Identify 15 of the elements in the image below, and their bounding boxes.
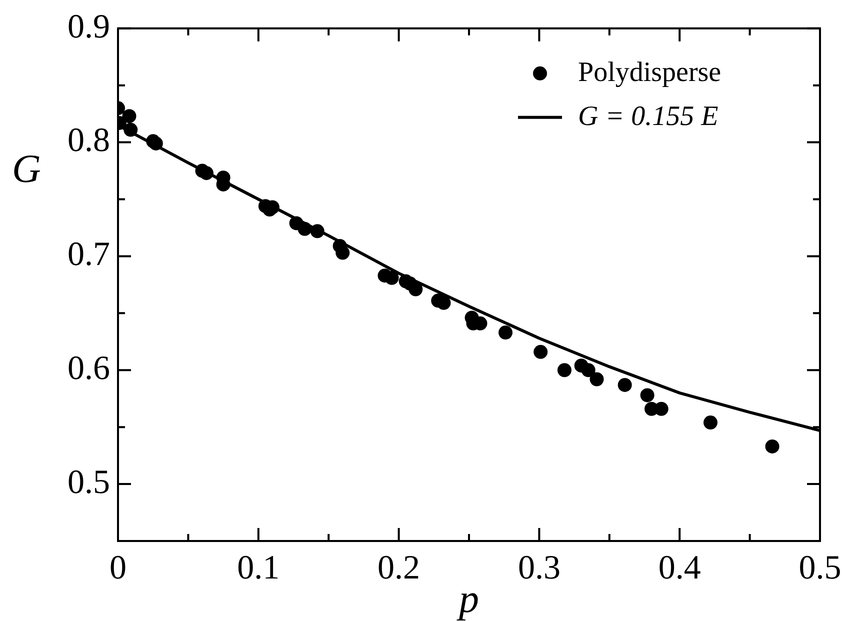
x-tick-label: 0.4 <box>658 549 701 586</box>
x-tick-label: 0.2 <box>378 549 420 586</box>
x-tick-label: 0.5 <box>798 549 842 586</box>
legend-label: G = 0.155 E <box>578 100 718 132</box>
x-tick-label: 0.3 <box>518 549 560 586</box>
y-axis-title: G <box>12 146 41 192</box>
y-tick-label: 0.9 <box>68 8 110 46</box>
x-axis-title: p <box>456 576 479 621</box>
y-tick-label: 0.8 <box>68 122 110 160</box>
x-tick-label: 0.1 <box>237 549 280 586</box>
x-tick-label: 0 <box>110 549 126 586</box>
y-tick-label: 0.6 <box>68 350 110 388</box>
legend-label: Polydisperse <box>578 56 722 88</box>
y-tick-label: 0.7 <box>68 236 110 274</box>
y-tick-label: 0.5 <box>68 464 110 501</box>
